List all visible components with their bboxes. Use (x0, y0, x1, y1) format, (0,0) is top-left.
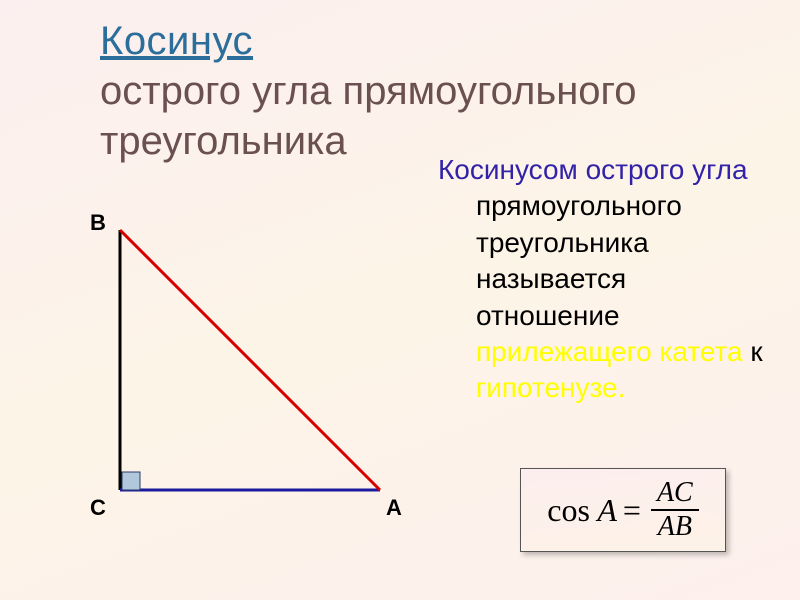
definition-highlight-hypotenuse: гипотенузе. (476, 372, 625, 403)
definition-mid1: прямоугольного треугольника называется о… (476, 190, 682, 330)
definition-paragraph: Косинусом острого угла прямоугольного тр… (438, 152, 768, 407)
formula: cos A = AC AB (547, 479, 698, 541)
vertex-label-c: C (90, 495, 106, 521)
formula-angle: A (597, 492, 617, 528)
formula-box: cos A = AC AB (520, 468, 726, 552)
title-link-first-letter: К (100, 19, 124, 63)
formula-fraction: AC AB (651, 479, 699, 541)
title-link[interactable]: Косинус (100, 19, 253, 63)
slide-title: Косинус острого угла прямоугольного треу… (100, 16, 640, 166)
triangle-diagram: B C A (60, 210, 420, 530)
title-continuation: острого угла прямоугольного треугольника (100, 69, 637, 163)
definition-mid2: к (743, 336, 763, 367)
formula-equals: = (623, 492, 641, 529)
formula-cos-label: cos (547, 492, 590, 528)
formula-denominator: AB (652, 513, 698, 541)
definition-highlight-adjacent: прилежащего катета (476, 336, 743, 367)
triangle-svg (60, 210, 420, 530)
vertex-label-b: B (90, 210, 106, 236)
title-link-rest: осинус (124, 19, 253, 63)
formula-numerator: AC (651, 479, 699, 507)
vertex-label-a: A (386, 495, 402, 521)
definition-lead: Косинусом острого угла (438, 154, 748, 185)
right-angle-marker (122, 472, 140, 490)
hypotenuse-ba (120, 230, 380, 490)
formula-cos: cos A (547, 492, 617, 529)
